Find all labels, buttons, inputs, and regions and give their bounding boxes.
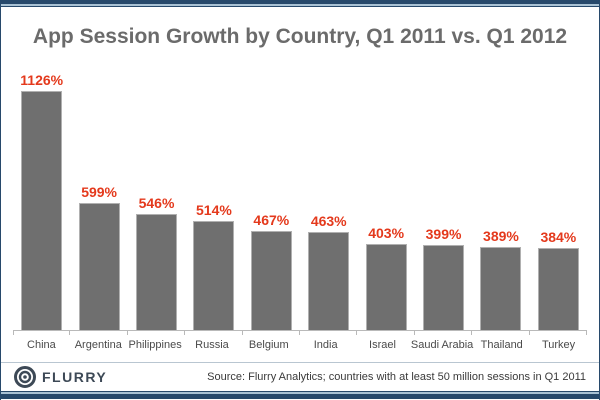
bar-value-label: 1126% (20, 72, 64, 88)
flurry-logo-icon (14, 366, 36, 388)
footer-separator (1, 362, 599, 363)
bar (136, 214, 178, 330)
bottom-border-navy (1, 394, 599, 399)
category-label: Russia (195, 338, 229, 351)
category-label: Thailand (480, 338, 523, 351)
category-label: Turkey (541, 338, 576, 351)
bar-column: 1126% (13, 49, 71, 335)
category-label: China (27, 338, 56, 351)
bottom-border-accent (1, 392, 599, 394)
source-note: Source: Flurry Analytics; countries with… (207, 371, 586, 383)
bar (250, 231, 292, 330)
bar (78, 203, 120, 330)
bar (193, 221, 235, 330)
category-label: Saudi Arabia (410, 338, 474, 351)
bar (365, 244, 407, 330)
bar-column: 389% (472, 49, 531, 335)
bar-column: 403% (357, 49, 416, 335)
bar-value-label: 403% (368, 225, 405, 241)
bar-column: 463% (300, 49, 358, 335)
bar (480, 247, 522, 330)
bottom-border-line (1, 391, 599, 392)
bar-column: 399% (415, 49, 473, 335)
bar-value-label: 514% (196, 202, 232, 218)
bar-column: 514% (185, 49, 244, 335)
footer: FLURRY Source: Flurry Analytics; countri… (1, 363, 599, 391)
category-axis: China Argentina Philippines Russia Belgium In… (13, 331, 587, 358)
title-block: App Session Growth by Country, Q1 2011 v… (1, 7, 599, 49)
bar-column: 384% (530, 49, 588, 335)
bar-value-label: 399% (425, 226, 462, 242)
category-label: Philippines (128, 338, 182, 351)
bar (423, 245, 465, 330)
bar (537, 248, 579, 330)
bar-value-label: 467% (253, 212, 290, 228)
top-border-line (1, 6, 599, 7)
bar (308, 232, 350, 330)
bar-column: 467% (243, 49, 301, 335)
bar-value-label: 546% (138, 195, 175, 211)
plot-area: 1126% 599% 546% 514% 467% 463% 403% 399% 389% 384… (13, 49, 588, 335)
brand-lockup: FLURRY (14, 366, 107, 388)
bar (21, 91, 63, 330)
bar-column: 599% (70, 49, 129, 335)
bar-value-label: 384% (540, 229, 577, 245)
category-label: Israel (369, 338, 396, 351)
category-label: Argentina (74, 338, 122, 351)
top-border-accent (1, 4, 599, 6)
category-label: India (313, 338, 338, 351)
bar-value-label: 599% (81, 184, 118, 200)
bar-value-label: 389% (483, 228, 519, 244)
bar-column: 546% (128, 49, 186, 335)
chart-title: App Session Growth by Country, Q1 2011 v… (32, 25, 568, 48)
top-border-navy (1, 0, 599, 4)
brand-name: FLURRY (42, 369, 108, 385)
category-label: Belgium (248, 338, 289, 351)
bar-value-label: 463% (310, 213, 347, 229)
